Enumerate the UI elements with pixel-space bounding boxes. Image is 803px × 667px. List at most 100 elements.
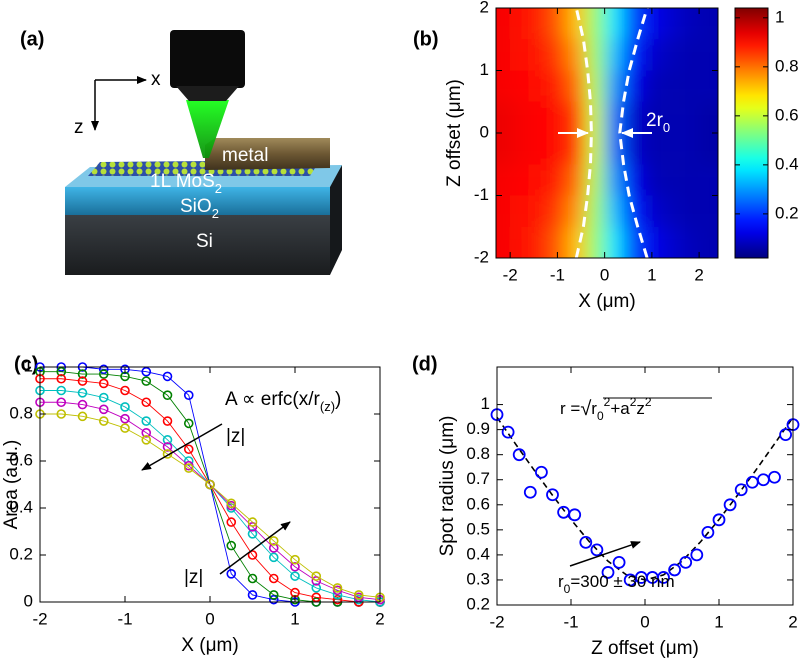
data-point bbox=[768, 470, 781, 484]
heatmap-cell bbox=[585, 101, 605, 133]
series-line bbox=[40, 401, 381, 601]
metal-label: metal bbox=[222, 145, 268, 166]
heatmap-cell bbox=[529, 133, 548, 165]
y-tick-label: 1 bbox=[24, 356, 33, 375]
data-point bbox=[226, 517, 237, 527]
data-point bbox=[141, 435, 152, 445]
heatmap-cell bbox=[547, 70, 567, 102]
heatmap-cell bbox=[547, 226, 567, 258]
colorbar-tick-label: 0.6 bbox=[775, 105, 799, 124]
x-axis-label: X (μm) bbox=[181, 635, 238, 656]
y-axis-label: Area (a.u.) bbox=[1, 440, 22, 530]
heatmap-cell bbox=[585, 8, 605, 40]
data-point bbox=[120, 402, 130, 412]
data-point bbox=[757, 473, 770, 487]
heatmap-cell bbox=[510, 39, 530, 71]
heatmap-cell bbox=[496, 164, 511, 196]
heatmap-cell bbox=[680, 101, 700, 133]
data-point bbox=[247, 550, 258, 560]
heatmap-cell bbox=[547, 101, 567, 133]
formula-part: A ∝ erfc(x/r bbox=[225, 389, 321, 410]
data-point bbox=[311, 583, 322, 593]
data-point bbox=[162, 390, 173, 401]
heatmap-cell bbox=[529, 39, 548, 71]
heatmap-cell bbox=[547, 8, 567, 40]
heatmap-cell bbox=[699, 70, 718, 102]
data-point bbox=[512, 448, 526, 462]
data-point bbox=[226, 540, 237, 551]
panel-label: (d) bbox=[412, 353, 438, 375]
y-tick-label: 0.8 bbox=[9, 403, 33, 422]
objective bbox=[170, 30, 245, 88]
data-point bbox=[162, 449, 173, 459]
heatmap-cell bbox=[547, 133, 567, 165]
schematic: x z metal 1L MoS2 SiO2 Si bbox=[65, 30, 342, 275]
data-point bbox=[311, 571, 322, 581]
heatmap-cell bbox=[547, 164, 567, 196]
axes-frame bbox=[39, 366, 381, 603]
x-tick-label: 2 bbox=[694, 265, 703, 284]
data-point bbox=[779, 428, 792, 442]
heatmap-cell bbox=[642, 195, 662, 227]
heatmap-cell bbox=[547, 39, 567, 71]
formula-part: ) bbox=[335, 389, 341, 410]
formula-part: +a bbox=[610, 399, 630, 418]
axis-x-label: x bbox=[151, 69, 161, 90]
y-tick-label: 0.4 bbox=[466, 544, 490, 563]
y-tick-label: 0 bbox=[480, 122, 489, 141]
heatmap-cell bbox=[642, 164, 662, 196]
data-point bbox=[141, 376, 152, 386]
heatmap-cell bbox=[510, 133, 530, 165]
formula: A ∝ erfc(x/r(z)) bbox=[225, 389, 341, 414]
x-tick-label: 2 bbox=[375, 609, 384, 628]
data-point bbox=[247, 529, 258, 539]
data-point bbox=[546, 488, 559, 502]
x-axis-label: X (μm) bbox=[578, 291, 635, 312]
heatmap-cell bbox=[642, 70, 662, 102]
heatmap-cell bbox=[510, 164, 530, 196]
heatmap-cell bbox=[661, 101, 681, 133]
y-tick-label: 0.2 bbox=[9, 544, 33, 563]
formula-sub: (z) bbox=[320, 399, 335, 414]
colorbar-tick-label: 0.4 bbox=[775, 154, 799, 173]
radius-label: 2r0 bbox=[646, 110, 670, 135]
y-tick-label: 0.6 bbox=[466, 494, 490, 513]
y-tick-label: 0.5 bbox=[466, 519, 490, 538]
heatmap-cell bbox=[699, 195, 718, 227]
colorbar bbox=[734, 7, 769, 259]
heatmap-cell bbox=[661, 133, 681, 165]
heatmap-cell bbox=[623, 70, 643, 102]
series-line bbox=[40, 413, 381, 598]
formula-part: r = bbox=[560, 399, 580, 418]
heatmap-cell bbox=[661, 226, 681, 258]
mos2-sub: 2 bbox=[215, 181, 222, 196]
data-point bbox=[183, 390, 194, 401]
colorbar-tick-label: 1 bbox=[775, 7, 784, 26]
x-tick-label: 0 bbox=[205, 609, 214, 628]
data-point bbox=[98, 369, 109, 379]
result-label: r0=300 ± 30 nm bbox=[558, 572, 675, 596]
heatmap-cell bbox=[496, 226, 511, 258]
x-tick-label: 0 bbox=[640, 612, 649, 631]
heatmap-cell bbox=[680, 133, 700, 165]
formula-part: z bbox=[636, 399, 645, 418]
si-layer bbox=[65, 215, 330, 275]
y-tick-label: 0.8 bbox=[466, 444, 490, 463]
heatmap-cell bbox=[642, 226, 662, 258]
heatmap-cell bbox=[585, 195, 605, 227]
heatmap-cell bbox=[566, 39, 586, 71]
heatmap-cells bbox=[496, 8, 718, 258]
heatmap-cell bbox=[699, 39, 718, 71]
y-tick-label: 0.4 bbox=[9, 497, 33, 516]
data-point bbox=[353, 590, 364, 600]
x-tick-label: 2 bbox=[788, 612, 797, 631]
data-point bbox=[162, 435, 173, 445]
x-tick-label: -1 bbox=[550, 265, 565, 284]
data-point bbox=[120, 423, 130, 433]
data-point bbox=[657, 571, 670, 584]
heatmap-cell bbox=[642, 39, 662, 71]
heatmap-cell bbox=[510, 70, 530, 102]
heatmap bbox=[496, 8, 718, 258]
heatmap-cell bbox=[547, 195, 567, 227]
heatmap-cell bbox=[510, 226, 530, 258]
